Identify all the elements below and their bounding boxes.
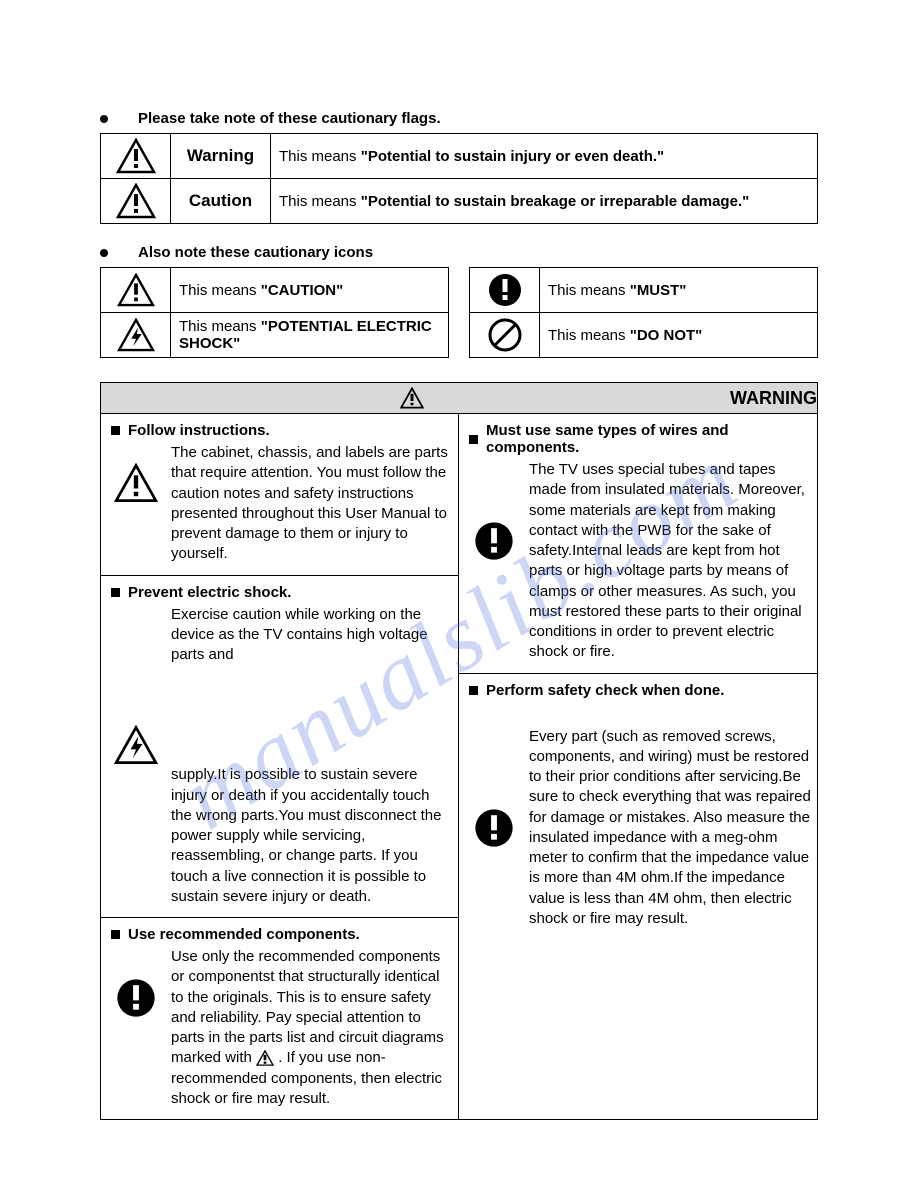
section-text: Exercise caution while working on the de…: [171, 605, 452, 908]
bullet-icon: [100, 115, 108, 123]
square-bullet-icon: [469, 686, 478, 695]
section-recommended-components: Use recommended components. Use only the…: [101, 918, 458, 1119]
warning-triangle-icon: [101, 134, 171, 179]
section-text: Use only the recommended components or c…: [171, 947, 452, 1109]
caution-triangle-icon: [256, 1050, 274, 1066]
must-icon: [469, 460, 519, 562]
icon-description: This means "CAUTION": [171, 268, 449, 313]
section-text: Every part (such as removed screws, comp…: [529, 727, 811, 930]
section-text: The TV uses special tubes and tapes made…: [529, 460, 811, 663]
warning-left-column: Follow instructions. The cabinet, chassi…: [101, 414, 459, 1119]
text: This means: [548, 327, 630, 344]
square-bullet-icon: [111, 426, 120, 435]
text-bold: "CAUTION": [261, 282, 344, 299]
text: This means: [179, 318, 261, 335]
warning-title: WARNING: [730, 388, 817, 409]
title-text: Must use same types of wires and compone…: [486, 422, 811, 456]
table-row: This means "MUST": [470, 268, 818, 313]
warning-description: This means "Potential to sustain injury …: [271, 134, 818, 179]
text: supply.It is possible to sustain severe …: [171, 765, 452, 907]
table-row: Warning This means "Potential to sustain…: [101, 134, 818, 179]
electric-shock-icon: [101, 313, 171, 358]
section-title: Prevent electric shock.: [111, 584, 452, 601]
warning-label: Warning: [171, 134, 271, 179]
flags-table: Warning This means "Potential to sustain…: [100, 133, 818, 224]
section-title: Must use same types of wires and compone…: [469, 422, 811, 456]
title-text: Use recommended components.: [128, 926, 360, 943]
icon-description: This means "POTENTIAL ELECTRIC SHOCK": [171, 313, 449, 358]
title-text: Perform safety check when done.: [486, 682, 724, 699]
must-icon: [469, 727, 519, 849]
icons-table-right: This means "MUST" This means "DO NOT": [469, 267, 818, 358]
icon-description: This means "MUST": [540, 268, 818, 313]
section-same-wires: Must use same types of wires and compone…: [459, 414, 817, 674]
heading-text: Also note these cautionary icons: [138, 244, 373, 261]
text: This means: [179, 282, 261, 299]
table-row: Caution This means "Potential to sustain…: [101, 179, 818, 224]
text-bold: "Potential to sustain breakage or irrepa…: [361, 193, 750, 210]
square-bullet-icon: [111, 930, 120, 939]
icons-tables-row: This means "CAUTION" This means "POTENTI…: [100, 267, 818, 358]
square-bullet-icon: [469, 435, 478, 444]
icons-table-left: This means "CAUTION" This means "POTENTI…: [100, 267, 449, 358]
section-title: Perform safety check when done.: [469, 682, 811, 699]
caution-triangle-icon: [111, 443, 161, 503]
caution-triangle-icon: [101, 268, 171, 313]
warning-header: WARNING: [101, 383, 817, 414]
section-prevent-shock: Prevent electric shock. Exercise caution…: [101, 576, 458, 919]
text: This means: [279, 193, 361, 210]
must-icon: [111, 947, 161, 1019]
section-safety-check: Perform safety check when done. Every pa…: [459, 674, 817, 940]
text-bold: "DO NOT": [630, 327, 703, 344]
table-row: This means "CAUTION": [101, 268, 449, 313]
text-bold: "MUST": [630, 282, 687, 299]
icon-description: This means "DO NOT": [540, 313, 818, 358]
square-bullet-icon: [111, 588, 120, 597]
section-title: Use recommended components.: [111, 926, 452, 943]
section-text: The cabinet, chassis, and labels are par…: [171, 443, 452, 565]
text: This means: [279, 148, 361, 165]
section-follow-instructions: Follow instructions. The cabinet, chassi…: [101, 414, 458, 576]
text: Exercise caution while working on the de…: [171, 605, 452, 666]
caution-triangle-icon: [101, 179, 171, 224]
title-text: Prevent electric shock.: [128, 584, 291, 601]
table-row: This means "DO NOT": [470, 313, 818, 358]
heading-text: Please take note of these cautionary fla…: [138, 110, 441, 127]
warning-box: WARNING Follow instructions. The cabinet…: [100, 382, 818, 1120]
electric-shock-icon: [111, 605, 161, 765]
bullet-icon: [100, 249, 108, 257]
heading-icons: Also note these cautionary icons: [100, 244, 818, 261]
section-title: Follow instructions.: [111, 422, 452, 439]
text-bold: "Potential to sustain injury or even dea…: [361, 148, 664, 165]
caution-description: This means "Potential to sustain breakag…: [271, 179, 818, 224]
text: This means: [548, 282, 630, 299]
do-not-icon: [470, 313, 540, 358]
must-icon: [470, 268, 540, 313]
table-row: This means "POTENTIAL ELECTRIC SHOCK": [101, 313, 449, 358]
warning-triangle-icon: [400, 387, 424, 409]
title-text: Follow instructions.: [128, 422, 270, 439]
caution-label: Caution: [171, 179, 271, 224]
heading-flags: Please take note of these cautionary fla…: [100, 110, 818, 127]
warning-right-column: Must use same types of wires and compone…: [459, 414, 817, 1119]
warning-body: Follow instructions. The cabinet, chassi…: [101, 414, 817, 1119]
